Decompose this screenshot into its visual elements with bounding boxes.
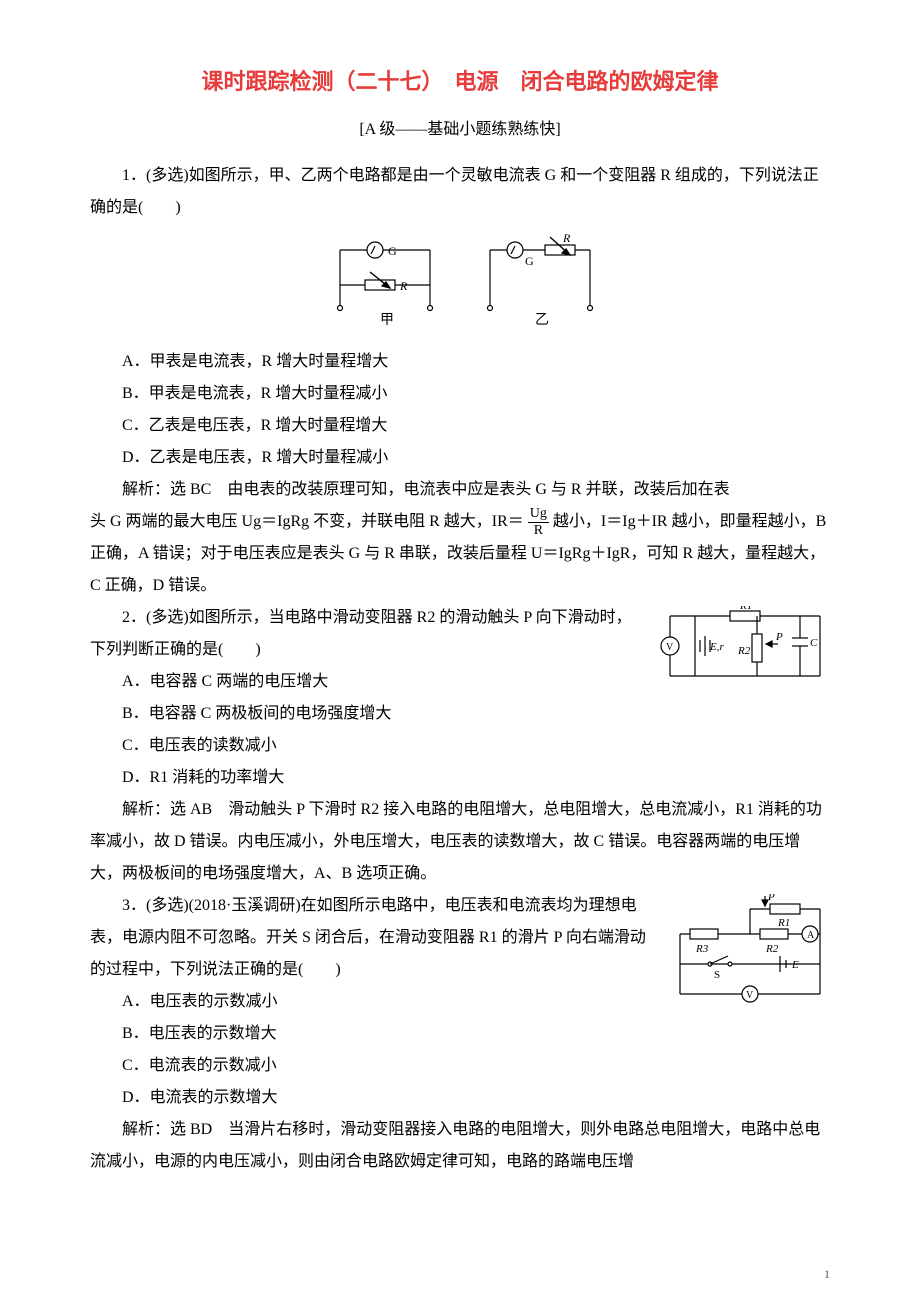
q1-fig-g1: G — [388, 244, 397, 258]
q1-opt-b: B．甲表是电流表，R 增大时量程减小 — [90, 378, 830, 410]
q3-opt-a: A．电压表的示数减小 — [90, 986, 830, 1018]
q1-explanation-line1: 解析：选 BC 由电表的改装原理可知，电流表中应是表头 G 与 R 并联，改装后… — [90, 474, 830, 506]
q1-explanation-line2: 头 G 两端的最大电压 Ug＝IgRg 不变，并联电阻 R 越大，IR＝ Ug … — [90, 506, 830, 602]
q1-fig-g2: G — [525, 254, 534, 268]
q2-stem: 2．(多选)如图所示，当电路中滑动变阻器 R2 的滑动触头 P 向下滑动时，下列… — [90, 602, 830, 666]
q1-frac-den: R — [528, 523, 549, 538]
q2-explanation: 解析：选 AB 滑动触头 P 下滑时 R2 接入电路的电阻增大，总电阻增大，总电… — [90, 794, 830, 890]
q1-frac-num: Ug — [528, 506, 549, 522]
q2-opt-b: B．电容器 C 两极板间的电场强度增大 — [90, 698, 830, 730]
q2-opt-d: D．R1 消耗的功率增大 — [90, 762, 830, 794]
page-title: 课时跟踪检测（二十七） 电源 闭合电路的欧姆定律 — [90, 60, 830, 104]
q3-opt-d: D．电流表的示数增大 — [90, 1082, 830, 1114]
q2-opt-c: C．电压表的读数减小 — [90, 730, 830, 762]
q1-opt-a: A．甲表是电流表，R 增大时量程增大 — [90, 346, 830, 378]
q1-fraction: Ug R — [528, 506, 549, 538]
q2-opt-a: A．电容器 C 两端的电压增大 — [90, 666, 830, 698]
section-label: [A 级——基础小题练熟练快] — [90, 114, 830, 146]
q1-opt-d: D．乙表是电压表，R 增大时量程减小 — [90, 442, 830, 474]
q1-expl-b: 头 G 两端的最大电压 Ug＝IgRg 不变，并联电阻 R 越大，IR＝ — [90, 513, 524, 530]
q1-opt-c: C．乙表是电压表，R 增大时量程增大 — [90, 410, 830, 442]
q1-stem: 1．(多选)如图所示，甲、乙两个电路都是由一个灵敏电流表 G 和一个变阻器 R … — [90, 160, 830, 224]
q1-fig-r1: R — [399, 279, 408, 293]
q1-fig-r2: R — [562, 231, 571, 245]
q3-opt-c: C．电流表的示数减小 — [90, 1050, 830, 1082]
q3-stem: 3．(多选)(2018·玉溪调研)在如图所示电路中，电压表和电流表均为理想电表，… — [90, 890, 830, 986]
page-number: 1 — [824, 1262, 830, 1286]
q3-explanation: 解析：选 BD 当滑片右移时，滑动变阻器接入电路的电阻增大，则外电路总电阻增大，… — [90, 1114, 830, 1178]
q3-opt-b: B．电压表的示数增大 — [90, 1018, 830, 1050]
q1-fig-label-left: 甲 — [380, 313, 394, 328]
q1-figure: G R 甲 G R 乙 — [90, 230, 830, 342]
q1-fig-label-right: 乙 — [535, 312, 549, 328]
